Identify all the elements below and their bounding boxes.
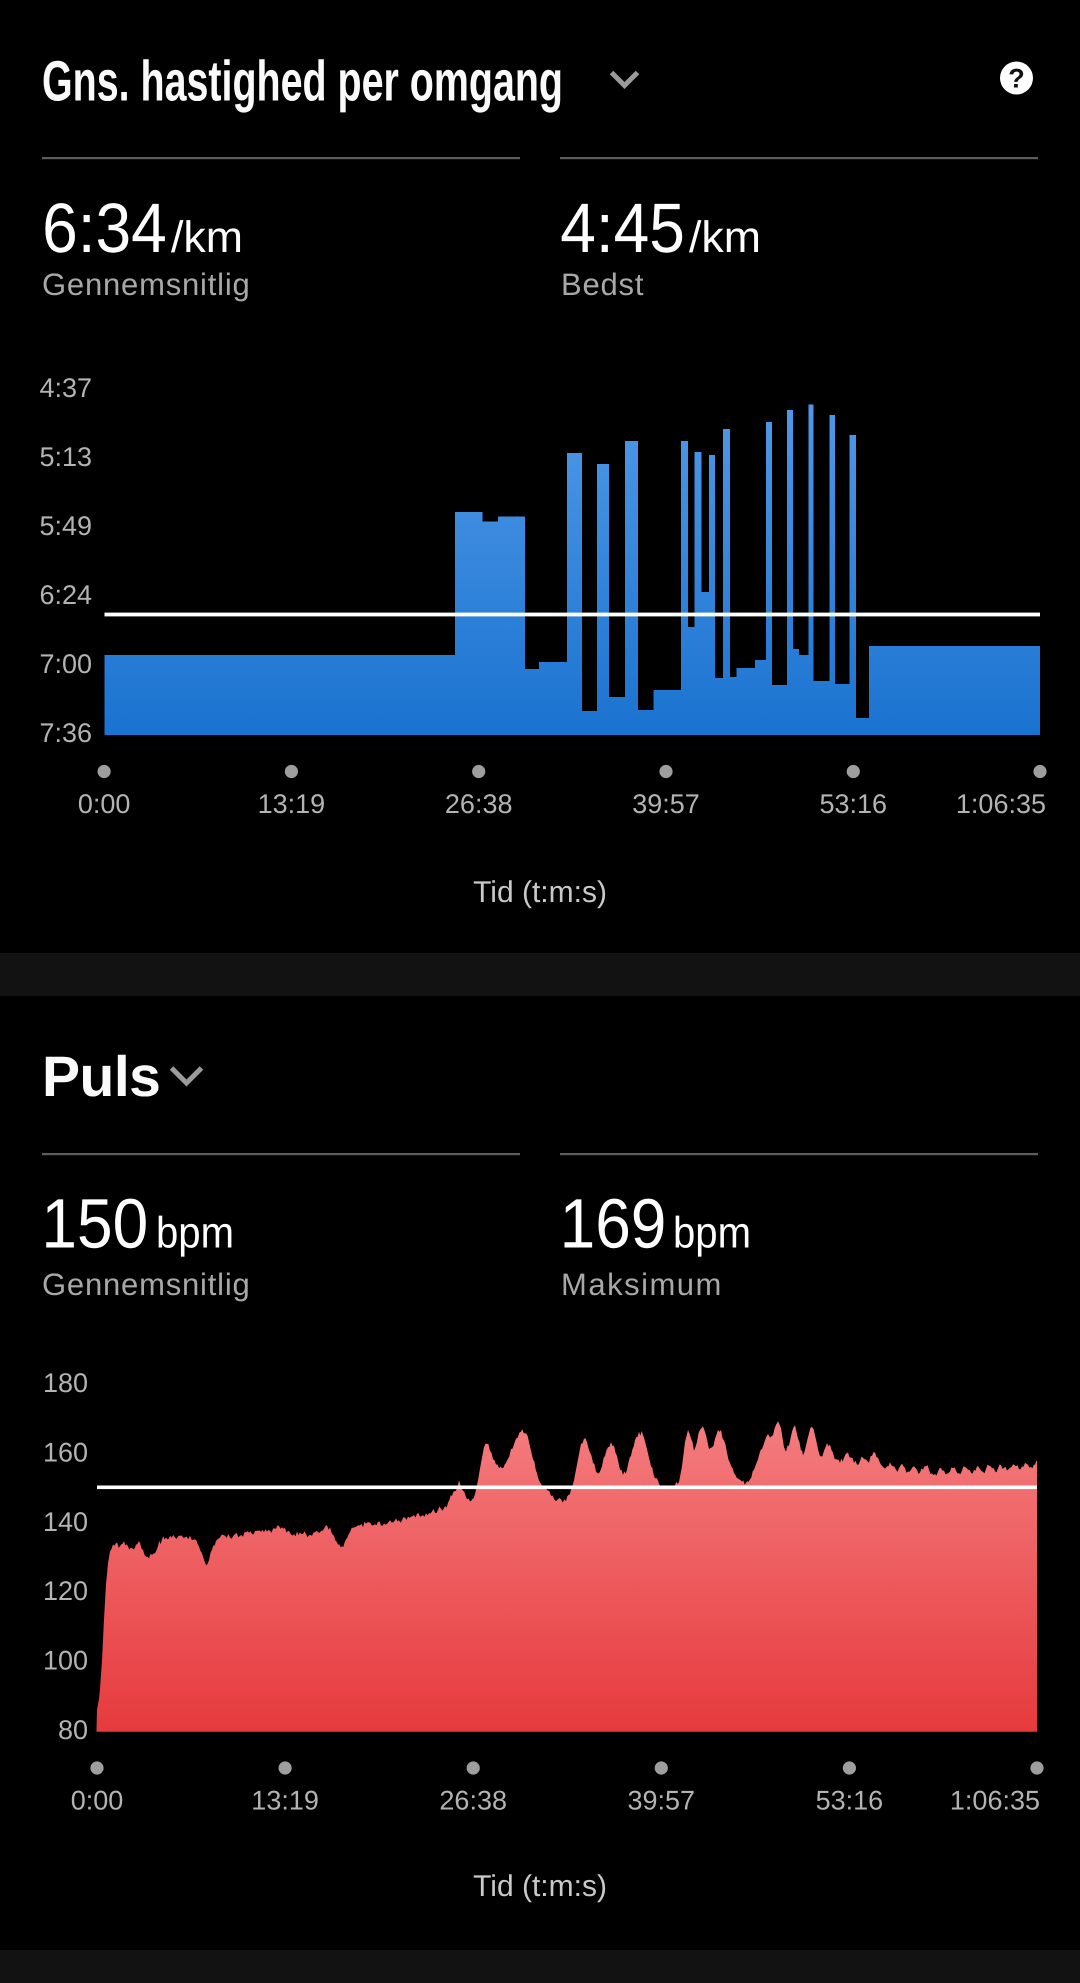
svg-text:100: 100 xyxy=(43,1646,88,1676)
svg-text:39:57: 39:57 xyxy=(628,1786,696,1816)
svg-text:Gennemsnitlig: Gennemsnitlig xyxy=(42,267,251,302)
svg-text:?: ? xyxy=(1008,64,1025,94)
svg-text:0:00: 0:00 xyxy=(78,789,131,819)
svg-text:150: 150 xyxy=(41,1185,148,1263)
svg-text:1:06:35: 1:06:35 xyxy=(950,1786,1040,1816)
svg-text:4:37: 4:37 xyxy=(39,373,92,403)
svg-text:180: 180 xyxy=(43,1368,88,1398)
svg-text:26:38: 26:38 xyxy=(439,1786,507,1816)
svg-text:Gns. hastighed per omgang: Gns. hastighed per omgang xyxy=(42,49,563,113)
svg-text:6:34: 6:34 xyxy=(42,189,167,267)
svg-text:/km: /km xyxy=(689,213,761,262)
svg-text:4:45: 4:45 xyxy=(560,189,685,267)
svg-text:160: 160 xyxy=(43,1437,88,1467)
svg-text:53:16: 53:16 xyxy=(820,789,888,819)
svg-text:13:19: 13:19 xyxy=(251,1786,319,1816)
svg-text:80: 80 xyxy=(58,1715,88,1745)
svg-text:5:13: 5:13 xyxy=(39,442,92,472)
svg-text:/km: /km xyxy=(171,213,243,262)
svg-text:Gennemsnitlig: Gennemsnitlig xyxy=(42,1267,251,1302)
svg-text:Puls: Puls xyxy=(42,1045,160,1109)
svg-text:120: 120 xyxy=(43,1576,88,1606)
svg-text:53:16: 53:16 xyxy=(816,1786,884,1816)
svg-text:26:38: 26:38 xyxy=(445,789,513,819)
svg-text:7:00: 7:00 xyxy=(39,649,92,679)
svg-text:1:06:35: 1:06:35 xyxy=(956,789,1046,819)
svg-text:39:57: 39:57 xyxy=(632,789,700,819)
svg-text:6:24: 6:24 xyxy=(39,580,92,610)
svg-text:Tid (t:m:s): Tid (t:m:s) xyxy=(473,1870,607,1903)
svg-text:5:49: 5:49 xyxy=(39,511,92,541)
svg-text:140: 140 xyxy=(43,1507,88,1537)
svg-text:0:00: 0:00 xyxy=(71,1786,124,1816)
svg-text:bpm: bpm xyxy=(156,1209,234,1258)
svg-text:169: 169 xyxy=(560,1185,667,1263)
svg-text:7:36: 7:36 xyxy=(39,718,92,748)
svg-text:Maksimum: Maksimum xyxy=(561,1267,723,1302)
svg-text:Tid (t:m:s): Tid (t:m:s) xyxy=(473,876,607,909)
svg-text:Bedst: Bedst xyxy=(561,267,644,302)
svg-text:bpm: bpm xyxy=(673,1209,751,1258)
svg-text:13:19: 13:19 xyxy=(258,789,326,819)
